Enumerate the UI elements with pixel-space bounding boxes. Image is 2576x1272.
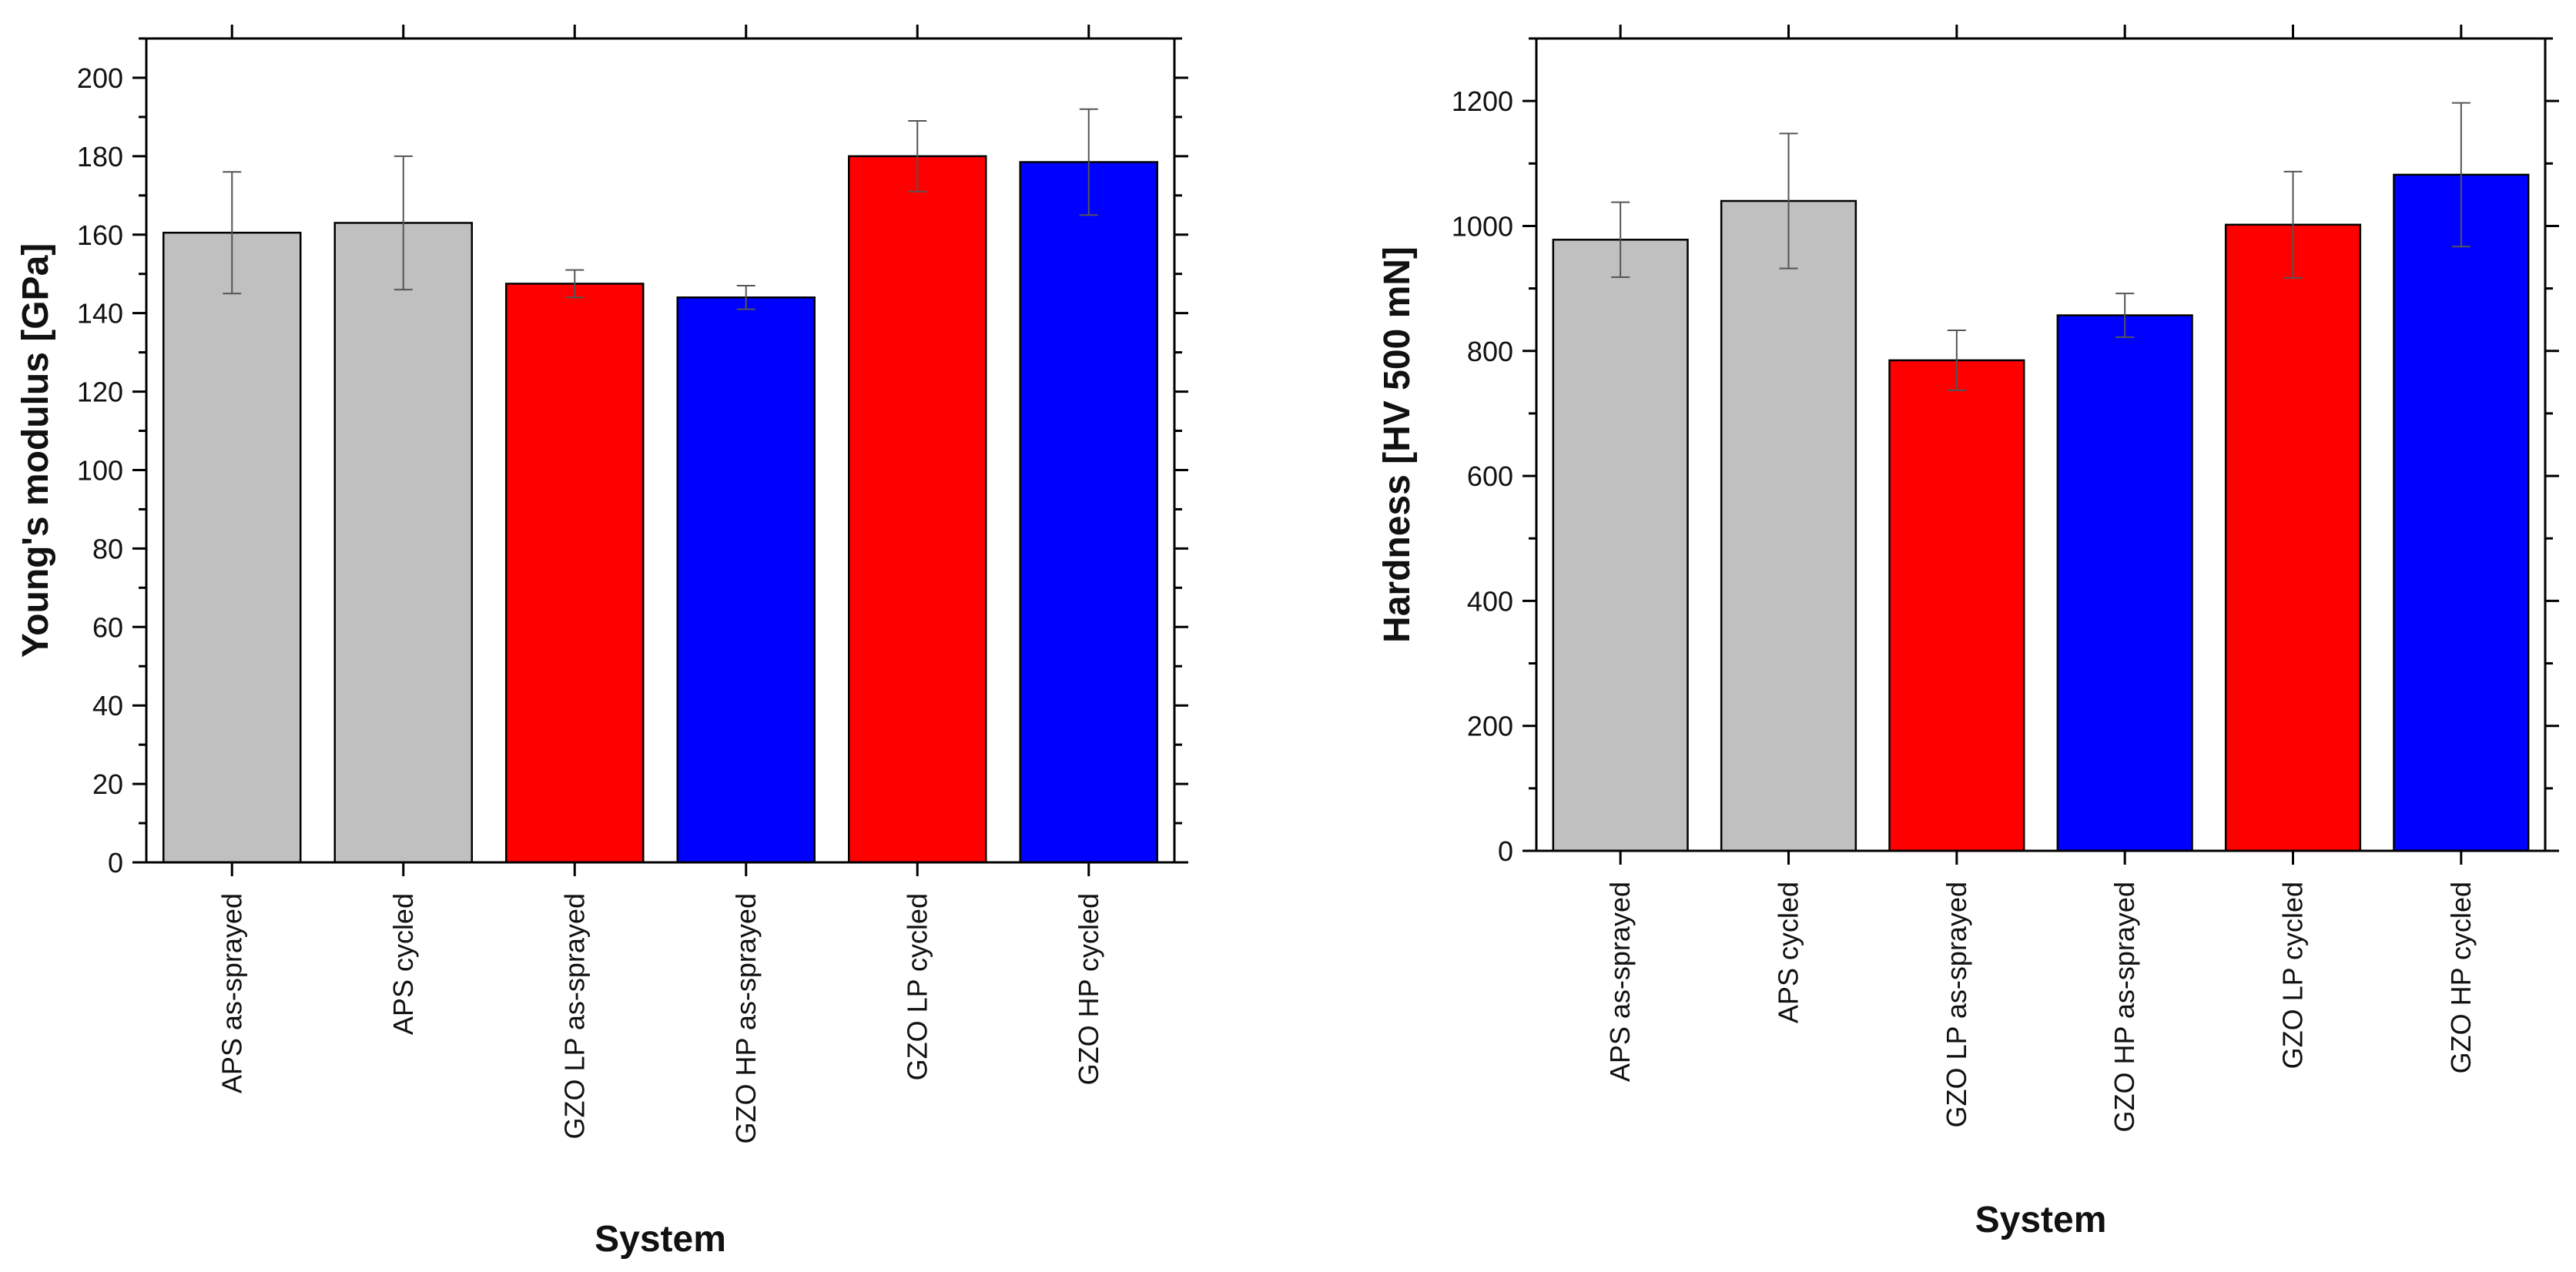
bar xyxy=(1888,359,2025,852)
x-tick-label: GZO HP as-sprayed xyxy=(2109,882,2140,1132)
bar xyxy=(2393,173,2530,852)
hardness-chart: 0 200 400 600 800 1000 1200 APS as-sprayed APS c… xyxy=(1377,25,2559,1240)
y-tick-label: 200 xyxy=(1467,711,1513,742)
bar xyxy=(1019,161,1158,864)
plot-frame xyxy=(145,37,1176,864)
bar xyxy=(2056,314,2193,852)
x-tick-label: GZO LP cycled xyxy=(901,893,933,1080)
x-tick-label: GZO HP cycled xyxy=(1073,893,1104,1085)
bar xyxy=(2224,223,2362,852)
y-axis-title: Hardness [HV 500 mN] xyxy=(1377,246,1418,643)
y-tick-label: 600 xyxy=(1467,460,1513,492)
x-tick-label: GZO HP as-sprayed xyxy=(730,893,762,1143)
y-tick-label: 160 xyxy=(77,219,123,251)
x-tick-label: APS as-sprayed xyxy=(216,893,247,1093)
x-tick-label: GZO HP cycled xyxy=(2445,882,2477,1073)
x-tick-label: GZO LP as-sprayed xyxy=(1941,882,1972,1127)
y-tick-label: 40 xyxy=(92,690,123,721)
bar xyxy=(1552,239,1689,852)
x-tick-label: APS cycled xyxy=(1773,882,1804,1023)
y-tick-label: 20 xyxy=(92,768,123,800)
y-tick-label: 140 xyxy=(77,298,123,330)
y-tick-label: 1000 xyxy=(1452,210,1513,242)
y-tick-label: 400 xyxy=(1467,585,1513,617)
x-axis-title: System xyxy=(1975,1200,2107,1240)
x-tick-label: APS cycled xyxy=(387,893,419,1035)
x-axis-title: System xyxy=(595,1219,726,1260)
y-tick-label: 0 xyxy=(1498,835,1513,867)
x-tick-label: GZO LP as-sprayed xyxy=(558,893,590,1139)
y-tick-label: 80 xyxy=(92,533,123,564)
x-tick-label: APS as-sprayed xyxy=(1604,882,1636,1082)
x-tick-label: GZO LP cycled xyxy=(2277,882,2309,1069)
bar xyxy=(1720,199,1857,852)
plot-frame xyxy=(1535,37,2547,852)
bar xyxy=(162,231,302,864)
y-tick-label: 1200 xyxy=(1452,85,1513,117)
bar xyxy=(333,222,473,864)
y-tick-label: 200 xyxy=(77,62,123,94)
bar xyxy=(848,155,987,864)
youngs-modulus-chart: 0 20 40 60 80 100 120 140 160 180 200 APS as-spraye… xyxy=(15,25,1188,1260)
y-tick-label: 180 xyxy=(77,141,123,172)
y-tick-label: 800 xyxy=(1467,336,1513,367)
y-tick-label: 60 xyxy=(92,611,123,643)
bar xyxy=(505,283,645,864)
y-axis-title: Young's modulus [GPa] xyxy=(15,243,56,658)
y-tick-label: 100 xyxy=(77,454,123,486)
bar xyxy=(676,296,816,864)
y-tick-label: 0 xyxy=(108,847,123,879)
y-tick-label: 120 xyxy=(77,377,123,408)
